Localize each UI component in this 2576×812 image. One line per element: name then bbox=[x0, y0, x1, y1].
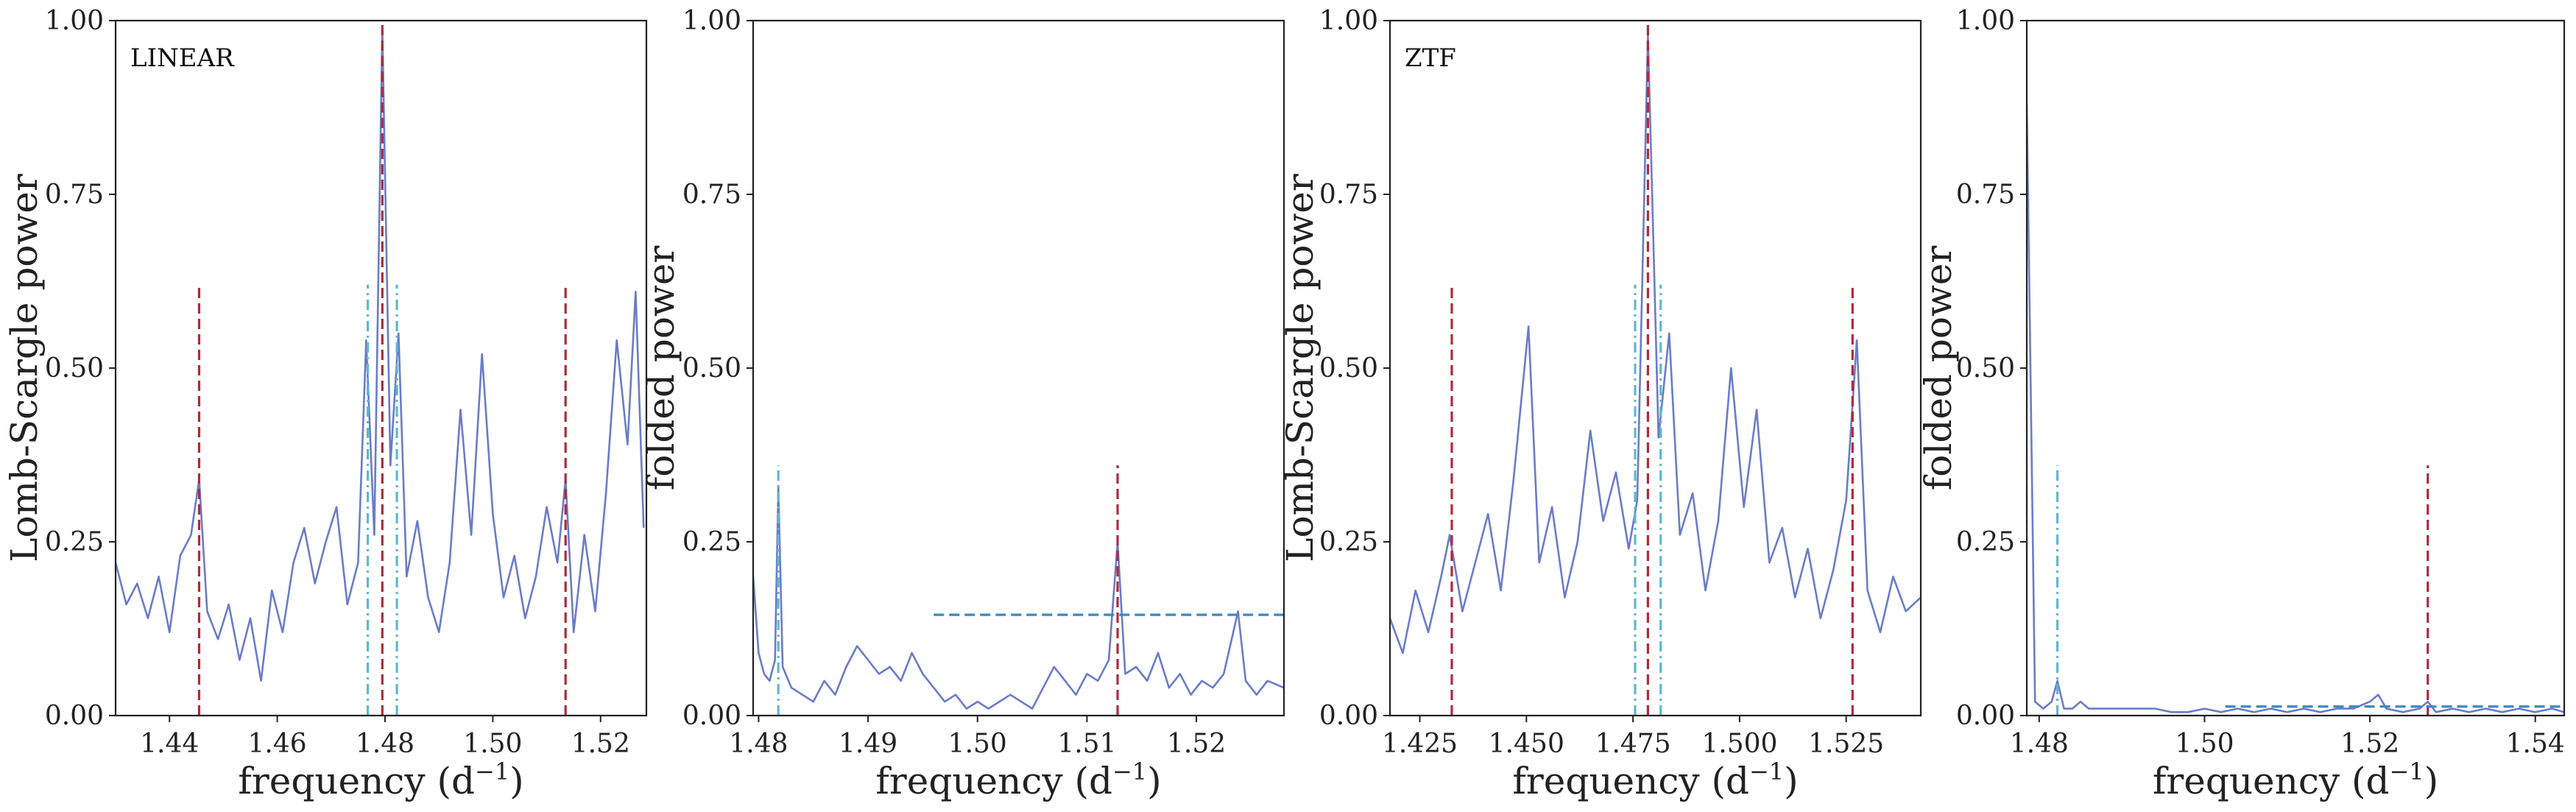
panel-2-ytick-label-2: 0.50 bbox=[682, 353, 741, 384]
panel-3-ytick-label-4: 1.00 bbox=[1319, 6, 1378, 36]
panel-4-xtick-label-3: 1.54 bbox=[2506, 729, 2565, 759]
panel-4-ylabel: folded power bbox=[1917, 246, 1960, 491]
panel-1-xtick-label-0: 1.44 bbox=[140, 729, 199, 759]
panel-3-ytick-label-1: 0.25 bbox=[1319, 527, 1378, 557]
panel-1-xtick-label-4: 1.52 bbox=[571, 729, 630, 759]
panel-3-ylabel: Lomb-Scargle power bbox=[1279, 174, 1321, 562]
panel-4-xtick-label-0: 1.48 bbox=[2010, 729, 2069, 759]
panel-3-marks bbox=[1390, 21, 1921, 716]
panel-2-ytick-label-3: 0.75 bbox=[682, 180, 741, 210]
panel-3-xtick-label-1: 1.450 bbox=[1489, 729, 1564, 759]
panel-4-xtick-label-2: 1.52 bbox=[2340, 729, 2399, 759]
panel-1-ytick-label-3: 0.75 bbox=[45, 180, 104, 210]
panel-2-xtick-label-1: 1.49 bbox=[839, 729, 897, 759]
panel-2-xticks: 1.48 1.49 1.50 1.51 1.52 bbox=[729, 716, 1226, 759]
panel-4-power-series bbox=[2027, 104, 2564, 713]
panel-2: 1.48 1.49 1.50 1.51 1.52 0.00 0.25 0.50 0.75 1.0… bbox=[640, 6, 1285, 802]
panel-2-yticks: 0.00 0.25 0.50 0.75 1.00 bbox=[682, 6, 753, 731]
panel-4-marks bbox=[2027, 104, 2564, 716]
panel-4-ytick-label-1: 0.25 bbox=[1956, 527, 2015, 557]
panel-4-ytick-label-2: 0.50 bbox=[1956, 353, 2015, 384]
panel-1-yticks: 0.00 0.25 0.50 0.75 1.00 bbox=[45, 6, 116, 731]
panel-3-xtick-label-2: 1.475 bbox=[1595, 729, 1671, 759]
panel-1-ytick-label-4: 1.00 bbox=[45, 6, 104, 36]
panel-2-frame bbox=[752, 19, 1285, 717]
panel-1-ytick-label-0: 0.00 bbox=[45, 701, 104, 731]
panel-3-xtick-label-0: 1.425 bbox=[1382, 729, 1458, 759]
panel-1-marks bbox=[116, 21, 645, 716]
panel-2-ytick-label-0: 0.00 bbox=[682, 701, 741, 731]
panel-4-yticks: 0.00 0.25 0.50 0.75 1.00 bbox=[1956, 6, 2027, 731]
panel-4-xtick-label-1: 1.50 bbox=[2175, 729, 2234, 759]
panel-1-ylabel: Lomb-Scargle power bbox=[3, 174, 46, 562]
panel-4: 1.48 1.50 1.52 1.54 0.00 0.25 0.50 0.75 1.00 fr… bbox=[1917, 6, 2566, 802]
panel-1-xtick-label-3: 1.50 bbox=[463, 729, 522, 759]
panel-3-ytick-label-0: 0.00 bbox=[1319, 701, 1378, 731]
panel-4-ytick-label-3: 0.75 bbox=[1956, 180, 2015, 210]
panel-2-xlabel: frequency (d−1) bbox=[875, 758, 1161, 802]
panel-1-xlabel: frequency (d−1) bbox=[238, 758, 523, 802]
panel-4-xticks: 1.48 1.50 1.52 1.54 bbox=[2010, 716, 2565, 759]
panel-1-xtick-label-2: 1.48 bbox=[356, 729, 414, 759]
panel-3-ytick-label-3: 0.75 bbox=[1319, 180, 1378, 210]
panel-2-xtick-label-3: 1.51 bbox=[1057, 729, 1116, 759]
panel-1: 1.44 1.46 1.48 1.50 1.52 0.00 0.25 0.50 0.75 1.0… bbox=[3, 6, 648, 802]
panel-2-power-series bbox=[753, 485, 1284, 710]
panel-1-label: LINEAR bbox=[130, 43, 235, 73]
panel-1-ytick-label-1: 0.25 bbox=[45, 527, 104, 557]
panel-4-xlabel: frequency (d−1) bbox=[2153, 758, 2438, 802]
panel-3-ytick-label-2: 0.50 bbox=[1319, 353, 1378, 384]
panel-3-xlabel: frequency (d−1) bbox=[1512, 758, 1798, 802]
panel-3-power-series bbox=[1390, 33, 1921, 654]
panel-2-xtick-label-4: 1.52 bbox=[1167, 729, 1226, 759]
panel-1-ytick-label-2: 0.50 bbox=[45, 353, 104, 384]
panel-4-ytick-label-0: 0.00 bbox=[1956, 701, 2015, 731]
panel-2-ytick-label-4: 1.00 bbox=[682, 6, 741, 36]
panel-3: 1.425 1.450 1.475 1.500 1.525 0.000.250.500.… bbox=[1279, 6, 1922, 802]
panel-2-xtick-label-2: 1.50 bbox=[948, 729, 1007, 759]
panel-2-ytick-label-1: 0.25 bbox=[682, 527, 741, 557]
panel-3-frame bbox=[1388, 19, 1922, 717]
panel-2-ylabel: folded power bbox=[640, 246, 682, 491]
panel-3-label: ZTF bbox=[1405, 43, 1456, 73]
panel-3-xtick-label-3: 1.500 bbox=[1701, 729, 1777, 759]
panel-2-xtick-label-0: 1.48 bbox=[729, 729, 788, 759]
panel-1-xtick-label-1: 1.46 bbox=[248, 729, 307, 759]
panel-2-marks bbox=[753, 465, 1284, 716]
panel-3-xtick-label-4: 1.525 bbox=[1808, 729, 1884, 759]
panel-3-yticks: 0.00 0.25 0.50 0.75 1.00 bbox=[1319, 6, 1390, 731]
panel-4-ytick-label-4: 1.00 bbox=[1956, 6, 2015, 36]
panel-1-xticks: 1.44 1.46 1.48 1.50 1.52 bbox=[140, 716, 630, 759]
panel-3-xticks: 1.425 1.450 1.475 1.500 1.525 bbox=[1382, 716, 1884, 759]
panel-4-frame bbox=[2025, 19, 2566, 717]
